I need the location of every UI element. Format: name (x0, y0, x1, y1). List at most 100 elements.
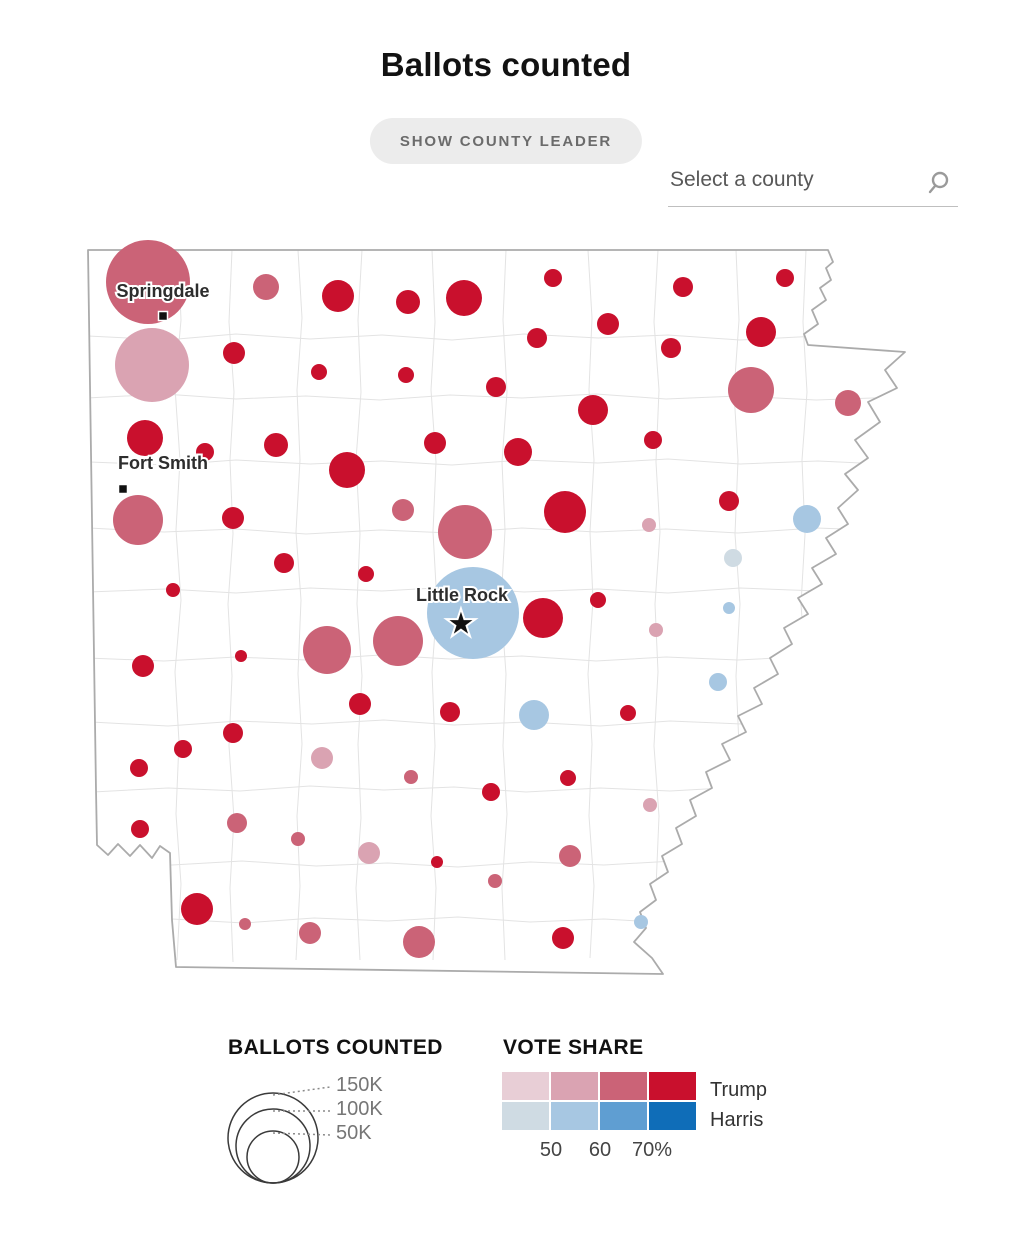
county-bubble[interactable] (196, 443, 214, 461)
county-bubble[interactable] (222, 507, 244, 529)
county-bubbles[interactable] (106, 240, 861, 958)
county-bubble[interactable] (322, 280, 354, 312)
county-bubble[interactable] (373, 616, 423, 666)
county-line (89, 719, 905, 729)
county-bubble[interactable] (438, 505, 492, 559)
county-bubble[interactable] (440, 702, 460, 722)
county-bubble[interactable] (131, 820, 149, 838)
county-bubble[interactable] (403, 926, 435, 958)
size-legend-title: BALLOTS COUNTED (228, 1036, 443, 1059)
county-bubble[interactable] (793, 505, 821, 533)
county-bubble[interactable] (719, 491, 739, 511)
county-bubble[interactable] (311, 364, 327, 380)
county-bubble[interactable] (106, 240, 190, 324)
county-bubble[interactable] (723, 602, 735, 614)
county-line (88, 458, 905, 466)
size-legend-circle (235, 1108, 311, 1184)
county-line (355, 250, 363, 961)
city-label: Fort Smith (118, 453, 208, 473)
county-bubble[interactable] (728, 367, 774, 413)
county-bubble[interactable] (227, 813, 247, 833)
county-bubble[interactable] (223, 342, 245, 364)
show-county-leader-button[interactable]: SHOW COUNTY LEADER (369, 118, 643, 164)
county-bubble[interactable] (223, 723, 243, 743)
county-bubble[interactable] (311, 747, 333, 769)
vote-share-swatch (502, 1102, 549, 1130)
county-bubble[interactable] (724, 549, 742, 567)
county-bubble[interactable] (166, 583, 180, 597)
size-legend-leader-line (272, 1132, 331, 1136)
capital-star-marker: ★ (448, 608, 475, 641)
county-bubble[interactable] (519, 700, 549, 730)
county-bubble[interactable] (329, 452, 365, 488)
county-bubble[interactable] (174, 740, 192, 758)
county-bubble[interactable] (398, 367, 414, 383)
county-bubble[interactable] (523, 598, 563, 638)
county-bubble[interactable] (504, 438, 532, 466)
county-bubble[interactable] (527, 328, 547, 348)
county-bubble[interactable] (643, 798, 657, 812)
county-bubble[interactable] (303, 626, 351, 674)
county-bubble[interactable] (673, 277, 693, 297)
county-bubble[interactable] (597, 313, 619, 335)
county-bubble[interactable] (482, 783, 500, 801)
county-bubble[interactable] (578, 395, 608, 425)
county-bubble[interactable] (115, 328, 189, 402)
county-bubble[interactable] (264, 433, 288, 457)
county-bubble[interactable] (486, 377, 506, 397)
county-bubble[interactable] (544, 269, 562, 287)
county-bubble[interactable] (392, 499, 414, 521)
county-bubble[interactable] (113, 495, 163, 545)
county-bubble[interactable] (431, 856, 443, 868)
size-legend: BALLOTS COUNTED 150K 100K 50K (227, 1036, 443, 1184)
county-bubble[interactable] (358, 842, 380, 864)
county-bubble[interactable] (274, 553, 294, 573)
vote-share-swatch (551, 1072, 598, 1100)
county-line (227, 250, 235, 963)
county-bubble[interactable] (709, 673, 727, 691)
search-icon[interactable] (926, 170, 952, 196)
tick-70: 70% (632, 1139, 672, 1161)
county-line (88, 527, 901, 535)
county-bubble[interactable] (130, 759, 148, 777)
county-bubble[interactable] (235, 650, 247, 662)
county-bubble[interactable] (349, 693, 371, 715)
county-search-input[interactable] (668, 166, 958, 207)
county-bubble[interactable] (396, 290, 420, 314)
county-bubble[interactable] (559, 845, 581, 867)
county-bubble[interactable] (642, 518, 656, 532)
county-bubble[interactable] (404, 770, 418, 784)
county-bubble[interactable] (552, 927, 574, 949)
county-bubble[interactable] (239, 918, 251, 930)
page-title: Ballots counted (380, 46, 632, 83)
county-bubble[interactable] (358, 566, 374, 582)
county-bubble[interactable] (661, 338, 681, 358)
county-bubble[interactable] (634, 915, 648, 929)
county-line (88, 654, 901, 662)
county-bubble[interactable] (644, 431, 662, 449)
county-bubble[interactable] (291, 832, 305, 846)
county-bubble[interactable] (544, 491, 586, 533)
city-marker-square (157, 310, 169, 322)
county-bubble[interactable] (427, 567, 519, 659)
county-bubble[interactable] (835, 390, 861, 416)
county-bubble[interactable] (127, 420, 163, 456)
county-bubble[interactable] (620, 705, 636, 721)
county-bubble[interactable] (776, 269, 794, 287)
county-search (668, 166, 958, 207)
trump-legend-label: Trump (710, 1079, 767, 1101)
county-bubble[interactable] (446, 280, 482, 316)
county-bubble[interactable] (181, 893, 213, 925)
city-marker-square (117, 483, 129, 495)
county-bubble[interactable] (560, 770, 576, 786)
county-bubble[interactable] (424, 432, 446, 454)
county-bubble[interactable] (649, 623, 663, 637)
county-bubble[interactable] (590, 592, 606, 608)
county-bubble[interactable] (132, 655, 154, 677)
size-legend-circle (246, 1130, 300, 1184)
county-line (295, 250, 303, 961)
county-bubble[interactable] (253, 274, 279, 300)
county-bubble[interactable] (746, 317, 776, 347)
county-bubble[interactable] (488, 874, 502, 888)
county-bubble[interactable] (299, 922, 321, 944)
